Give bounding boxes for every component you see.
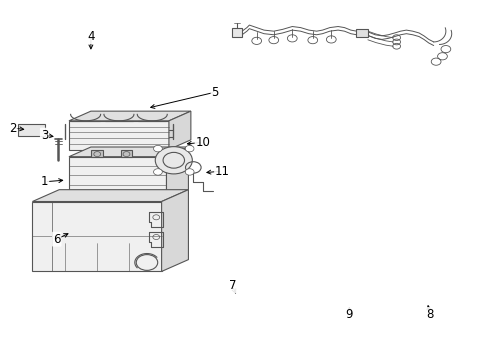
Text: 3: 3 [41,129,48,142]
Text: 1: 1 [41,175,48,188]
Bar [355,30,367,37]
Text: 5: 5 [211,86,219,99]
Circle shape [153,145,162,152]
Polygon shape [161,190,188,271]
Polygon shape [69,121,168,149]
Polygon shape [32,190,188,202]
Polygon shape [166,147,188,203]
Text: 9: 9 [345,308,352,321]
Text: 6: 6 [53,233,61,246]
Polygon shape [69,111,190,121]
Circle shape [185,145,194,152]
Text: 8: 8 [425,308,432,321]
Bar [231,28,241,37]
Polygon shape [69,157,166,203]
Polygon shape [69,147,188,157]
Bar [121,150,132,157]
Circle shape [185,169,194,175]
Circle shape [153,169,162,175]
Polygon shape [32,202,161,271]
Bar [91,150,103,157]
Bar [18,125,44,136]
Text: 2: 2 [9,122,17,135]
Text: 4: 4 [87,30,95,43]
Polygon shape [168,111,190,149]
Text: 7: 7 [228,279,236,292]
Circle shape [155,147,192,174]
Text: 11: 11 [215,165,229,177]
Text: 10: 10 [195,136,210,149]
